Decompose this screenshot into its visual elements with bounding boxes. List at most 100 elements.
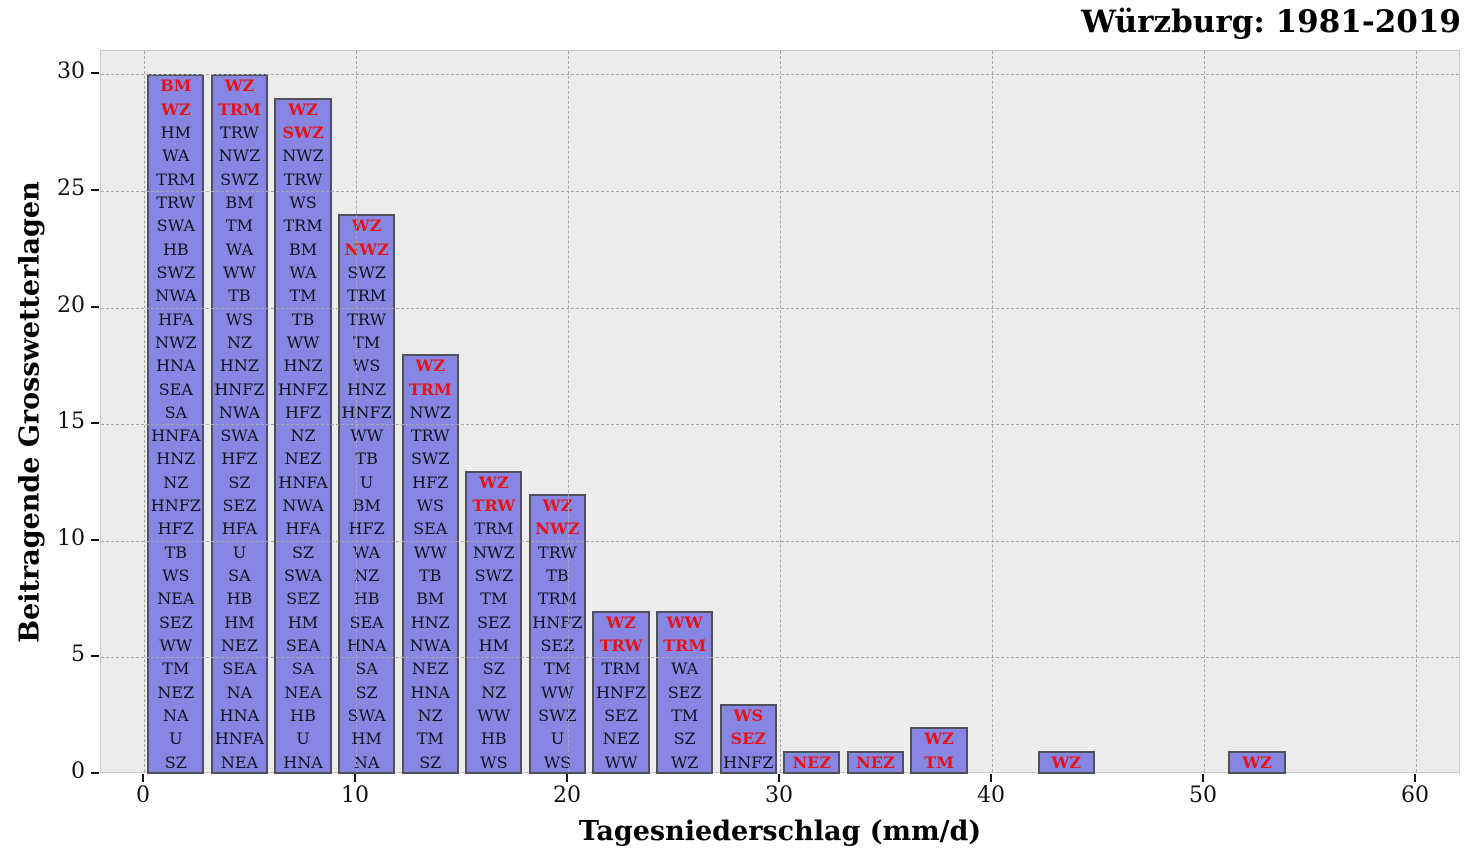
bar-label: HB <box>353 589 380 609</box>
bar-label: NZ <box>163 472 189 492</box>
bar-label: HB <box>480 729 507 749</box>
bar-label: WW <box>350 426 384 446</box>
bar-label: SEZ <box>286 589 320 609</box>
bar-label: NWZ <box>409 402 451 422</box>
bar-label: WZ <box>224 76 255 96</box>
bar-label: HM <box>351 729 382 749</box>
bar-label: HNFZ <box>723 752 774 772</box>
bar-label: WW <box>413 542 447 562</box>
bar-label: WS <box>352 356 381 376</box>
bar-label: SEZ <box>667 682 702 702</box>
bar-label: NEZ <box>411 659 449 679</box>
bar-label: SEA <box>222 659 257 679</box>
bar-label: NEA <box>284 682 322 702</box>
y-tick-mark <box>91 188 99 191</box>
bar: WZ TRW TRM NWZ SWZ TM SEZ HM SZ NZ WW HB WS <box>465 470 523 774</box>
bar-label: NWZ <box>344 239 389 259</box>
bar-label: TB <box>419 566 442 586</box>
bar-label: SZ <box>419 752 442 772</box>
bar-label: TRW <box>538 542 577 562</box>
gridline-vertical <box>780 51 782 772</box>
bar: NEZ <box>846 750 905 774</box>
bar-label: TRW <box>472 496 516 516</box>
gridline-vertical <box>568 51 570 772</box>
bar-label: TM <box>924 752 954 772</box>
bar-label: SZ <box>355 682 378 702</box>
bar-label: NWZ <box>218 146 261 166</box>
bar-label: HNFZ <box>214 379 265 399</box>
bar-label: WW <box>666 612 703 632</box>
bar-label: HNFZ <box>150 496 201 516</box>
bar-label: SZ <box>164 752 187 772</box>
bar-label: TB <box>228 286 251 306</box>
bar-label: TB <box>355 449 378 469</box>
bar-label: SA <box>164 402 188 422</box>
bar-label: HNA <box>156 356 196 376</box>
bar-label: SWZ <box>156 262 196 282</box>
x-tick-mark <box>1414 774 1417 782</box>
gridline-vertical <box>356 51 358 772</box>
bar-label: TRW <box>599 636 643 656</box>
bar-label: HNZ <box>283 356 323 376</box>
bar-label: SWA <box>220 426 259 446</box>
bar-label: NWA <box>282 496 324 516</box>
bar-label: SEZ <box>730 729 766 749</box>
bar-label: TRM <box>156 169 196 189</box>
bar-label: SEA <box>349 612 384 632</box>
y-tick-label: 25 <box>57 175 85 201</box>
bar-label: TRW <box>156 192 196 212</box>
bar-label: WW <box>222 262 256 282</box>
bar-label: NWZ <box>535 519 580 539</box>
bar-label: HFA <box>285 519 321 539</box>
bar-label: WS <box>416 496 444 516</box>
bar-label: TRW <box>220 122 259 142</box>
bar-label: TRM <box>347 286 387 306</box>
bar-label: U <box>169 729 183 749</box>
bar-label: HFZ <box>157 519 194 539</box>
bar-label: TB <box>546 566 569 586</box>
bar-label: WW <box>604 752 638 772</box>
x-tick-label: 60 <box>1401 783 1430 808</box>
bar-label: TRM <box>537 589 577 609</box>
bar-label: NA <box>226 682 253 702</box>
bar-label: TM <box>480 589 508 609</box>
bar-label: HM <box>478 636 509 656</box>
bar: NEZ <box>783 750 841 774</box>
x-tick-label: 40 <box>977 783 1006 808</box>
bar-label: TRW <box>410 426 450 446</box>
bar-label: TRM <box>283 216 323 236</box>
bar-label: NEZ <box>157 682 195 702</box>
bar-label: WZ <box>1242 752 1272 772</box>
x-tick-label: 20 <box>553 783 582 808</box>
bar-label: WZ <box>351 216 382 236</box>
bar-label: NWA <box>409 636 451 656</box>
bar-label: NWZ <box>282 146 324 166</box>
bar-label: WA <box>671 659 699 679</box>
bar-label: HFA <box>221 519 258 539</box>
x-tick-label: 50 <box>1189 783 1218 808</box>
gridline-horizontal <box>101 190 1459 192</box>
y-tick-label: 20 <box>57 292 85 318</box>
bar-label: BM <box>288 239 318 259</box>
bar-label: WZ <box>1051 752 1082 772</box>
bar-label: TM <box>416 729 444 749</box>
bar-label: WS <box>480 752 508 772</box>
bar-label: WS <box>289 192 317 212</box>
bar-label: HNFZ <box>595 682 647 702</box>
bar: WZ NWZ SWZ TRM TRW TM WS HNZ HNFZ WW TB U BM HFZ WA NZ H… <box>338 214 396 774</box>
bar: WZ TM <box>910 727 968 774</box>
x-tick-mark <box>566 774 569 782</box>
bar-label: NWZ <box>473 542 515 562</box>
bar-label: SZ <box>673 729 696 749</box>
bar-label: SWZ <box>220 169 259 189</box>
bar-label: TM <box>289 286 317 306</box>
bar-label: HM <box>287 612 319 632</box>
bar-label: HNZ <box>410 612 450 632</box>
y-tick-label: 5 <box>71 642 85 668</box>
bar-label: NEA <box>220 752 259 772</box>
bar-label: TM <box>162 659 190 679</box>
bar-label: NEZ <box>602 729 640 749</box>
bar-label: NZ <box>417 706 443 726</box>
bar-label: SWZ <box>282 122 324 142</box>
